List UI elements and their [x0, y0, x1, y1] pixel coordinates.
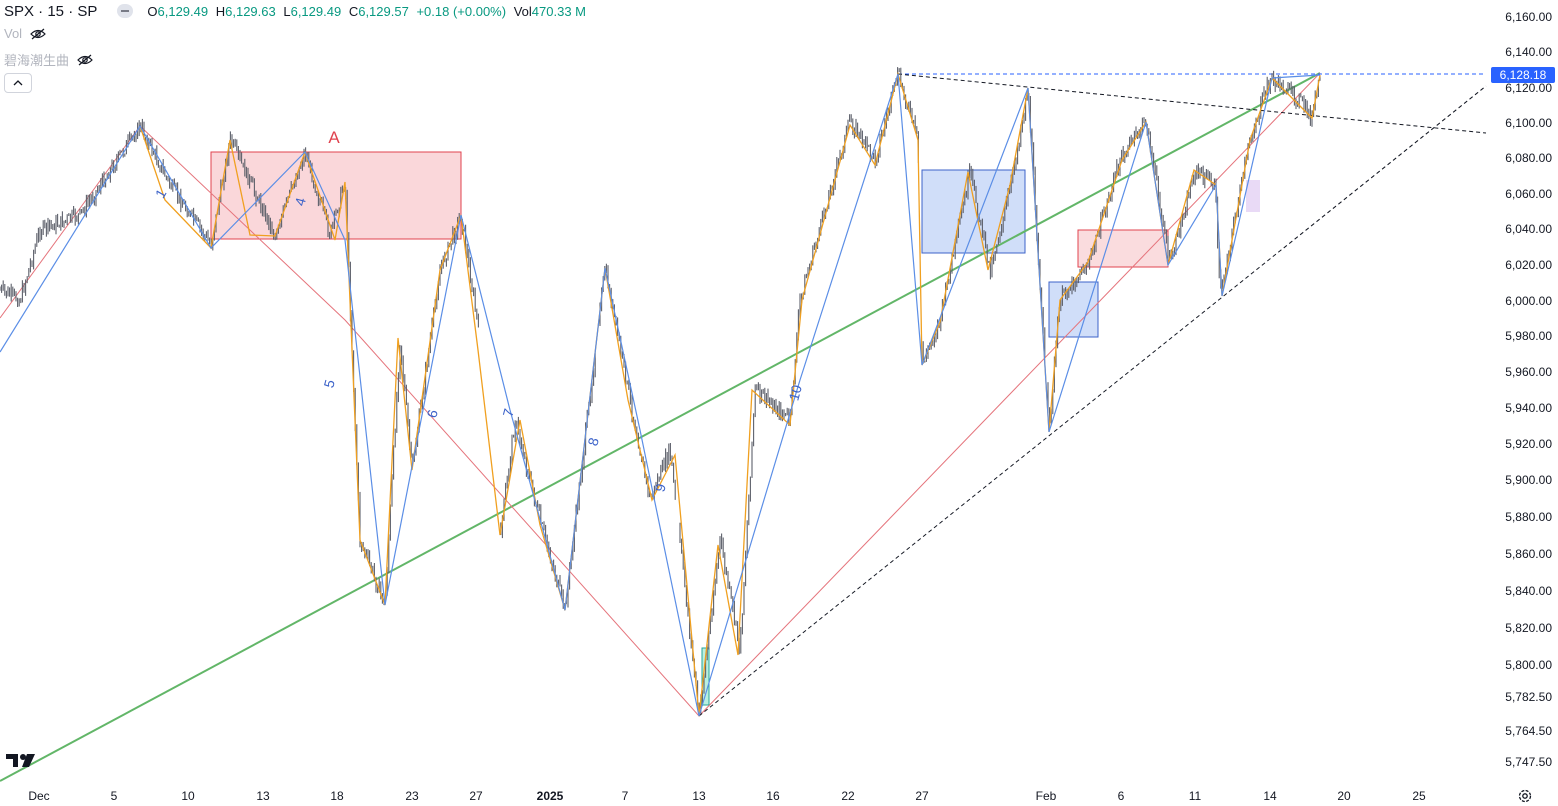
price-tick-label: 5,980.00: [1505, 329, 1552, 343]
indicator-vol[interactable]: Vol: [4, 26, 46, 41]
price-tick-label: 6,020.00: [1505, 258, 1552, 272]
trend-line-dashed: [897, 73, 1487, 134]
price-tick-label: 6,140.00: [1505, 45, 1552, 59]
price-tick-label: 6,060.00: [1505, 187, 1552, 201]
zigzag-orange: [139, 71, 1321, 717]
wave-label: 7: [499, 407, 517, 419]
wave-label: 8: [584, 436, 602, 448]
time-tick-label: 6: [1117, 789, 1125, 803]
collapse-legend-button[interactable]: [117, 4, 134, 18]
trend-line-green: [0, 72, 1321, 782]
symbol-name[interactable]: SPX · 15 · SP: [4, 2, 98, 20]
price-tick-label: 5,764.50: [1505, 724, 1552, 738]
price-tick-label: 5,960.00: [1505, 365, 1552, 379]
price-tick-label: 5,782.50: [1505, 690, 1552, 704]
price-tick-label: 5,747.50: [1505, 755, 1552, 769]
change-value: +0.18 (+0.00%): [416, 3, 507, 19]
price-tick-label: 5,920.00: [1505, 437, 1552, 451]
time-tick-label: 27: [469, 789, 483, 803]
wave-label: 9: [651, 482, 669, 494]
zone-box-blue: [921, 169, 1026, 254]
trend-lines: [0, 72, 1487, 782]
wave-label: 10: [785, 383, 805, 402]
price-tick-label: 6,120.00: [1505, 81, 1552, 95]
volume-value: 470.33 M: [531, 3, 586, 19]
time-tick-label: 7: [621, 789, 629, 803]
price-tick-label: 5,800.00: [1505, 658, 1552, 672]
time-tick-label: Dec: [28, 789, 50, 803]
eye-hidden-icon[interactable]: [30, 28, 46, 40]
time-tick-label: 2025: [536, 789, 564, 803]
open-value: 6,129.49: [157, 3, 209, 19]
candle-series: [0, 67, 1321, 714]
price-tick-label: 6,100.00: [1505, 116, 1552, 130]
time-tick-label: 25: [1412, 789, 1426, 803]
time-tick-label: 5: [110, 789, 118, 803]
price-tick-label: 5,880.00: [1505, 510, 1552, 524]
zigzag-blue: [0, 73, 1321, 717]
price-tick-label: 6,000.00: [1505, 294, 1552, 308]
close-value: 6,129.57: [358, 3, 409, 19]
high-value: 6,129.63: [225, 3, 276, 19]
gear-icon[interactable]: [1517, 788, 1533, 804]
price-tick-label: 5,860.00: [1505, 547, 1552, 561]
collapse-indicators-button[interactable]: [4, 73, 32, 93]
wave-label: 5: [320, 378, 338, 390]
price-tick-label: 6,040.00: [1505, 222, 1552, 236]
time-tick-label: 23: [405, 789, 419, 803]
time-tick-label: 13: [692, 789, 706, 803]
tradingview-logo-icon[interactable]: [6, 752, 38, 768]
trend-line-red: [0, 72, 1321, 717]
zone-box-purple: [1246, 180, 1260, 212]
time-tick-label: 18: [330, 789, 344, 803]
eye-hidden-icon[interactable]: [77, 54, 93, 66]
time-tick-label: 27: [915, 789, 929, 803]
time-tick-label: 14: [1263, 789, 1277, 803]
price-tick-label: 5,820.00: [1505, 621, 1552, 635]
ohlc-values: O6,129.49 H6,129.63 L6,129.49 C6,129.57 …: [147, 3, 586, 19]
price-tick-label: 5,840.00: [1505, 584, 1552, 598]
zone-label: A: [328, 128, 340, 147]
price-tick-label: 5,900.00: [1505, 473, 1552, 487]
symbol-legend: SPX · 15 · SP O6,129.49 H6,129.63 L6,129…: [4, 2, 590, 20]
price-tick-label: 6,160.00: [1505, 10, 1552, 24]
price-tick-label: 6,080.00: [1505, 151, 1552, 165]
time-tick-label: 11: [1188, 789, 1202, 803]
low-value: 6,129.49: [290, 3, 342, 19]
price-tick-label: 5,940.00: [1505, 401, 1552, 415]
time-tick-label: 10: [181, 789, 195, 803]
indicator-custom[interactable]: 碧海潮生曲: [4, 50, 93, 69]
wave-label: 4: [291, 196, 309, 208]
time-tick-label: 20: [1337, 789, 1351, 803]
wave-label: 6: [423, 408, 441, 420]
chevron-up-icon: [13, 80, 23, 86]
time-tick-label: 22: [841, 789, 855, 803]
zone-box-red: [210, 151, 462, 240]
time-tick-label: 13: [256, 789, 270, 803]
current-price-tag: 6,128.18: [1491, 67, 1555, 83]
time-tick-label: 16: [766, 789, 780, 803]
zigzag-lines: [0, 71, 1321, 717]
time-tick-label: Feb: [1035, 789, 1057, 803]
trend-line-dashed: [698, 85, 1487, 717]
